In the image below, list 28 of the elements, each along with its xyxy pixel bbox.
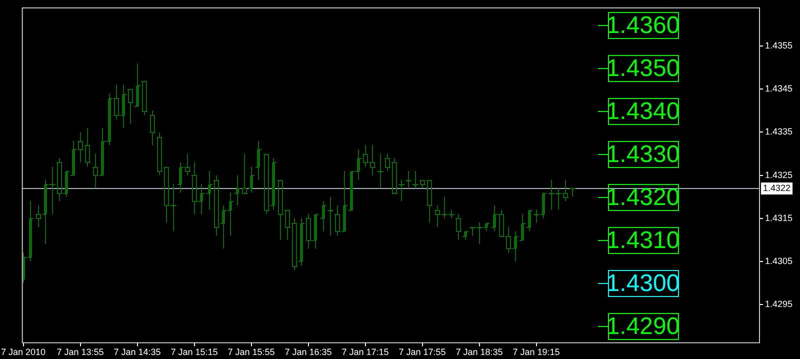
candlestick [456,214,461,240]
y-tick-label: 1.4335 [765,126,793,137]
ref-line-label: 1.4330 [606,141,680,168]
x-tick-label: 7 Jan 17:55 [398,347,446,358]
ref-line-label: 1.4320 [606,184,680,212]
y-tick-label: 1.4305 [765,256,793,266]
x-tick-label: 7 Jan 19:15 [512,347,560,358]
x-tick-label: 7 Jan 18:35 [456,347,503,358]
ref-line-label: 1.4340 [606,98,680,126]
x-tick-label: 7 Jan 15:15 [170,347,218,358]
ref-line-label: 1.4300 [606,270,680,298]
x-tick-label: 7 Jan 14:35 [114,347,161,358]
ref-line-label: 1.4360 [606,12,680,40]
ref-line-label: 1.4322 [763,182,791,193]
ref-line-label: 1.4290 [606,313,680,340]
x-tick-label: 7 Jan 13:55 [56,347,104,358]
y-tick-label: 1.4345 [765,84,793,94]
ref-line-label: 1.4350 [606,55,680,82]
x-tick-label: 7 Jan 15:55 [228,347,275,358]
y-tick-label: 1.4355 [765,40,793,51]
x-tick-label: 7 Jan 2010 [1,347,46,358]
x-tick-label: 7 Jan 16:35 [284,347,332,358]
y-tick-label: 1.4325 [765,170,793,180]
candlestick [150,110,155,146]
y-tick-label: 1.4295 [765,298,793,309]
x-tick-label: 7 Jan 17:15 [342,347,389,358]
ref-line-label: 1.4310 [606,227,680,254]
y-tick-label: 1.4315 [765,212,793,223]
